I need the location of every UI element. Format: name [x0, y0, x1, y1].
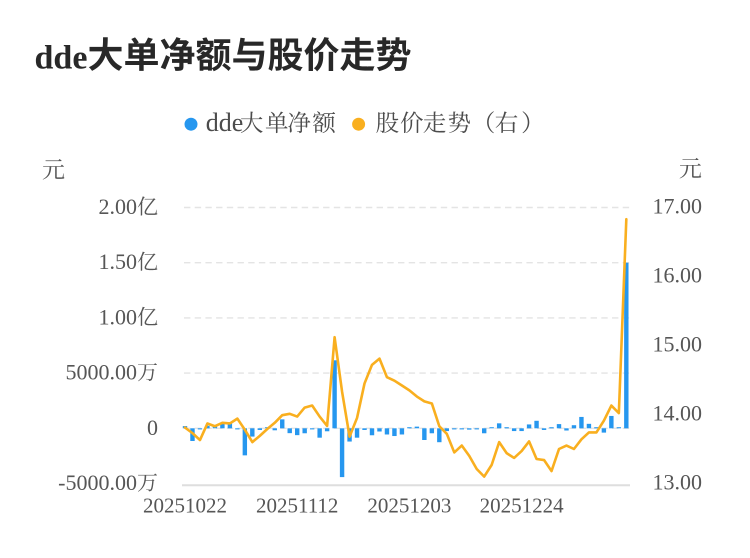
svg-text:dde: dde — [35, 39, 88, 76]
svg-text:2.00: 2.00 — [99, 194, 138, 219]
svg-text:16.00: 16.00 — [653, 263, 703, 288]
svg-text:15.00: 15.00 — [653, 332, 703, 357]
svg-text:5000.00: 5000.00 — [66, 360, 138, 385]
svg-text:1.50: 1.50 — [99, 249, 138, 274]
svg-text:14.00: 14.00 — [653, 401, 703, 426]
svg-text:20251022: 20251022 — [143, 494, 227, 518]
svg-text:20251203: 20251203 — [367, 494, 451, 518]
svg-text:20251224: 20251224 — [480, 494, 565, 518]
svg-text:17.00: 17.00 — [653, 194, 703, 219]
svg-text:13.00: 13.00 — [653, 470, 703, 495]
svg-text:20251112: 20251112 — [256, 494, 338, 518]
svg-text:dde: dde — [206, 108, 244, 137]
svg-text:-5000.00: -5000.00 — [58, 470, 137, 495]
svg-text:0: 0 — [147, 415, 158, 440]
svg-text:1.00: 1.00 — [99, 304, 138, 329]
